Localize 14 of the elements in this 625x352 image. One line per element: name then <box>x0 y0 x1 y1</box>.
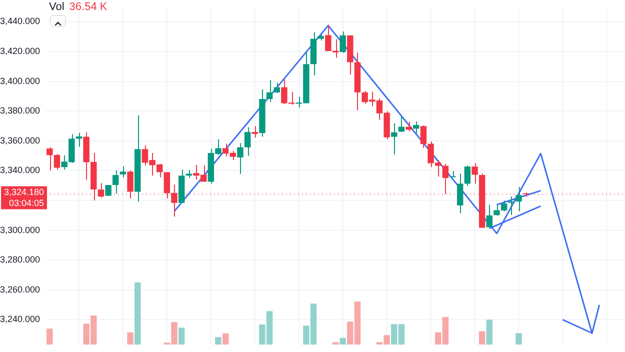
y-tick-label: 3,360.000 <box>0 135 40 146</box>
y-tick-label: 3,420.000 <box>0 46 40 56</box>
annotation: Vol <box>49 1 64 14</box>
text: 03:04:05 <box>8 198 44 208</box>
y-tick-label: 3,260.000 <box>0 284 40 294</box>
y-tick-label: 3,440.000 <box>0 16 40 26</box>
ref-line-label: 3,324.180 <box>4 186 44 197</box>
y-tick-label: 3,240.000 <box>0 314 40 324</box>
y-tick-label: 3,340.000 <box>0 165 40 176</box>
y-tick-label: 3,300.000 <box>0 224 40 235</box>
annotation: 36.54 K <box>69 1 108 14</box>
y-tick-label: 3,280.000 <box>0 254 40 265</box>
y-tick-label: 3,400.000 <box>0 76 40 86</box>
y-tick-label: 3,380.000 <box>0 106 40 116</box>
